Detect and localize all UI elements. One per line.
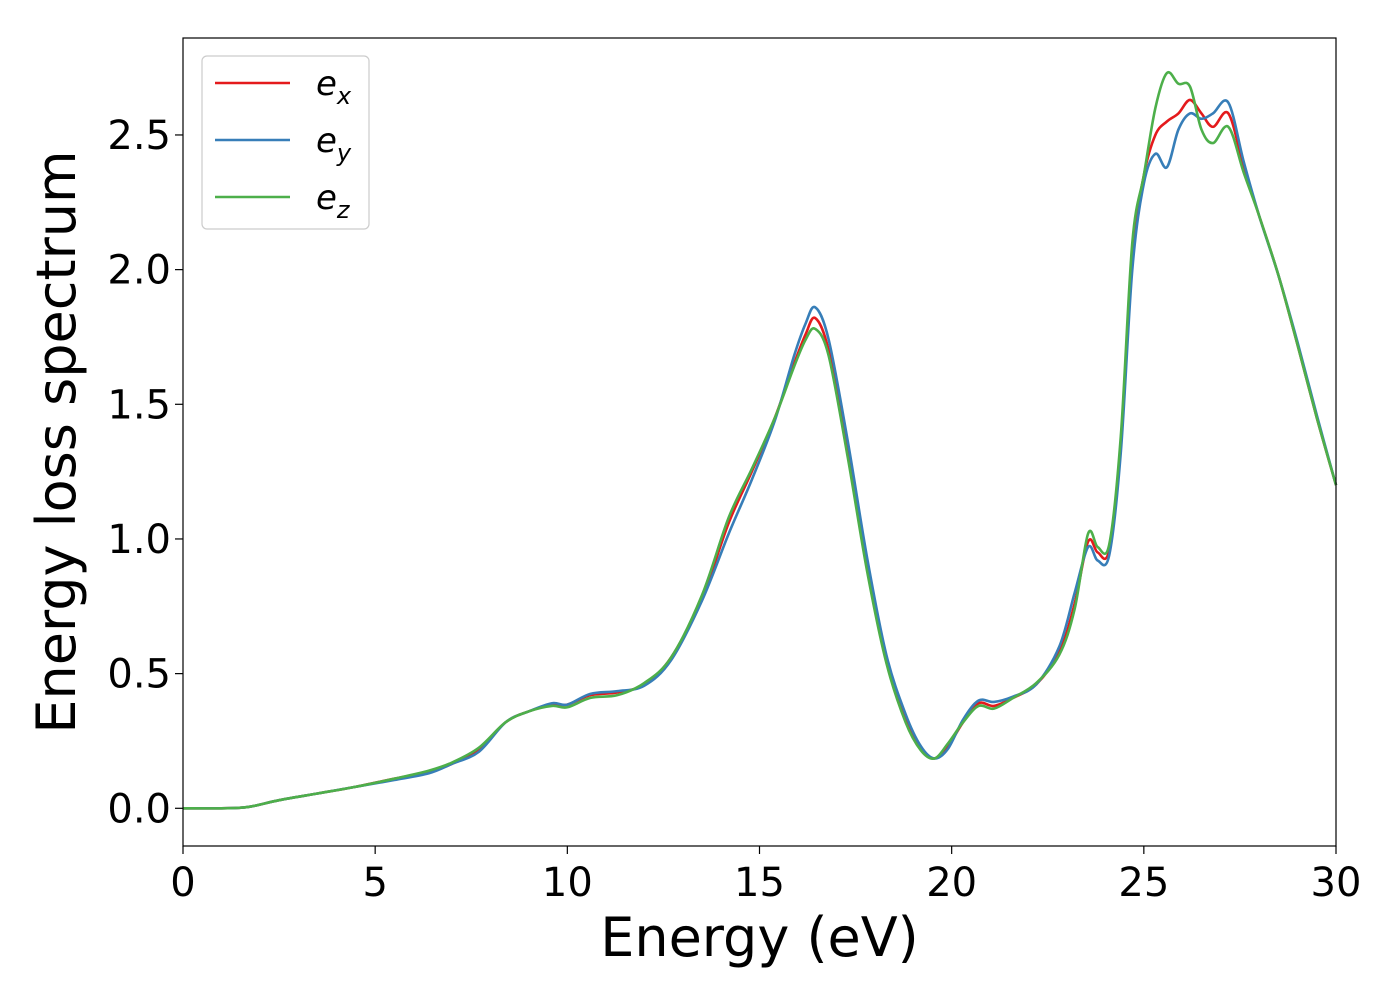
y-tick-label: 2.5	[107, 113, 171, 159]
y-tick-label: 0.5	[107, 652, 171, 698]
x-tick-label: 25	[1118, 860, 1169, 906]
legend: ex ey ez	[201, 55, 370, 230]
x-tick-label: 15	[734, 860, 785, 906]
y-tick-label: 0.0	[107, 786, 171, 832]
x-tick-label: 20	[926, 860, 977, 906]
x-tick-label: 0	[170, 860, 195, 906]
x-axis-label: Energy (eV)	[600, 906, 919, 969]
plot-frame	[182, 37, 1337, 847]
legend-entry-e-y: ey	[316, 121, 352, 167]
series-line-e-z	[182, 70, 1338, 810]
x-tick-label: 30	[1311, 860, 1362, 906]
y-tick-label: 2.0	[107, 248, 171, 294]
y-tick-label: 1.5	[107, 382, 171, 428]
y-axis: 0.0 0.5 1.0 1.5 2.0 2.5	[107, 113, 183, 832]
y-axis-label: Energy loss spectrum	[25, 150, 88, 733]
series-layer	[182, 70, 1338, 810]
legend-entry-e-x: ex	[316, 64, 352, 110]
y-tick-label: 1.0	[107, 517, 171, 563]
legend-box	[201, 55, 370, 230]
x-axis: 0 5 10 15 20 25 30	[170, 846, 1361, 906]
x-tick-label: 5	[362, 860, 387, 906]
legend-entry-e-z: ez	[316, 178, 351, 224]
x-tick-label: 10	[542, 860, 593, 906]
